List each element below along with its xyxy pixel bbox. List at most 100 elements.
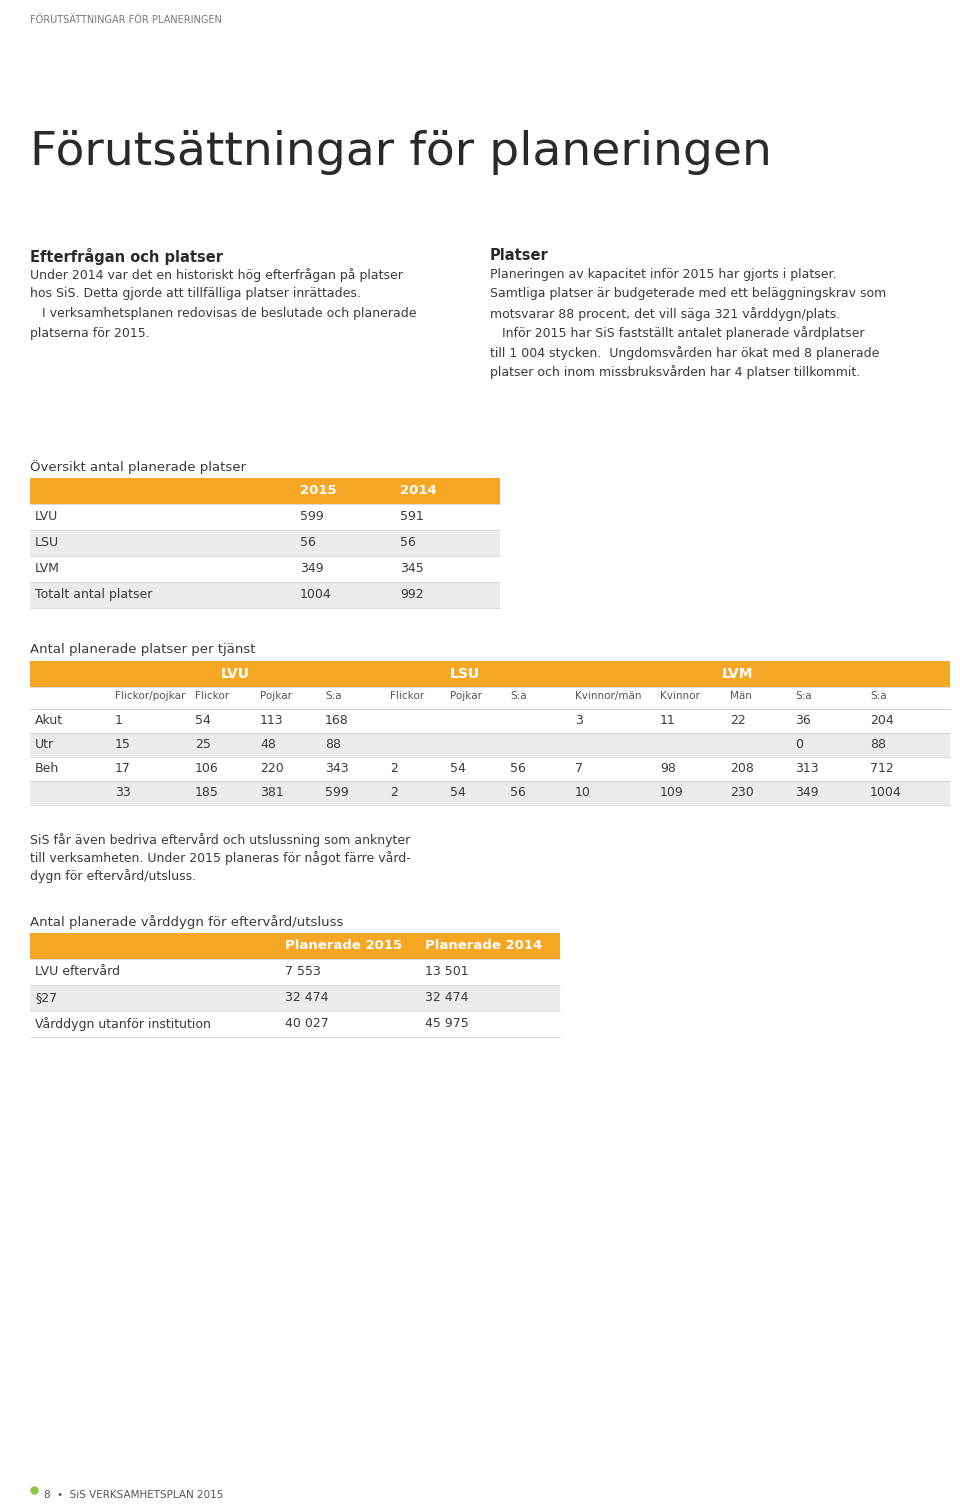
- Text: 220: 220: [260, 762, 284, 775]
- Text: 599: 599: [325, 786, 348, 799]
- Text: 56: 56: [510, 786, 526, 799]
- Text: LVU: LVU: [35, 510, 59, 524]
- Text: LVM: LVM: [722, 667, 754, 680]
- Text: 185: 185: [195, 786, 219, 799]
- Text: till verksamheten. Under 2015 planeras för något färre vård-: till verksamheten. Under 2015 planeras f…: [30, 850, 411, 865]
- Text: 381: 381: [260, 786, 284, 799]
- Text: 25: 25: [195, 737, 211, 751]
- Text: 7 553: 7 553: [285, 965, 321, 978]
- Bar: [30, 733, 950, 757]
- Text: 56: 56: [400, 536, 416, 549]
- Text: §27: §27: [35, 990, 58, 1004]
- Text: S:a: S:a: [870, 691, 887, 701]
- Text: dygn för eftervård/utsluss.: dygn för eftervård/utsluss.: [30, 868, 196, 883]
- Text: I verksamhetsplanen redovisas de beslutade och planerade: I verksamhetsplanen redovisas de besluta…: [30, 307, 417, 321]
- Text: Flickor: Flickor: [390, 691, 424, 701]
- Bar: [30, 686, 950, 709]
- Bar: [30, 984, 560, 1011]
- Text: S:a: S:a: [510, 691, 527, 701]
- Bar: [30, 661, 950, 686]
- Text: 17: 17: [115, 762, 131, 775]
- Text: LVU eftervård: LVU eftervård: [35, 965, 120, 978]
- Text: Översikt antal planerade platser: Översikt antal planerade platser: [30, 461, 246, 474]
- Text: 106: 106: [195, 762, 219, 775]
- Text: 2: 2: [390, 762, 397, 775]
- Text: Planeringen av kapacitet inför 2015 har gjorts i platser.: Planeringen av kapacitet inför 2015 har …: [490, 268, 836, 281]
- Text: 54: 54: [450, 762, 466, 775]
- Text: 48: 48: [260, 737, 276, 751]
- Text: Planerade 2014: Planerade 2014: [425, 939, 542, 953]
- Text: 40 027: 40 027: [285, 1017, 328, 1029]
- Text: S:a: S:a: [325, 691, 342, 701]
- Text: till 1 004 stycken.  Ungdomsvården har ökat med 8 planerade: till 1 004 stycken. Ungdomsvården har ök…: [490, 346, 879, 360]
- Text: Planerade 2015: Planerade 2015: [285, 939, 402, 953]
- Text: 56: 56: [510, 762, 526, 775]
- Bar: [30, 582, 500, 608]
- Text: 2015: 2015: [300, 485, 337, 497]
- Bar: [30, 933, 560, 959]
- Text: 345: 345: [400, 561, 423, 575]
- Text: 56: 56: [300, 536, 316, 549]
- Text: LVU: LVU: [221, 667, 250, 680]
- Text: 88: 88: [325, 737, 341, 751]
- Text: LVM: LVM: [35, 561, 60, 575]
- Text: Förutsättningar för planeringen: Förutsättningar för planeringen: [30, 129, 772, 175]
- Text: 230: 230: [730, 786, 754, 799]
- Text: Beh: Beh: [35, 762, 60, 775]
- Text: 45 975: 45 975: [425, 1017, 468, 1029]
- Text: Vårddygn utanför institution: Vårddygn utanför institution: [35, 1017, 211, 1031]
- Text: 11: 11: [660, 713, 676, 727]
- Text: 13 501: 13 501: [425, 965, 468, 978]
- Text: Pojkar: Pojkar: [450, 691, 482, 701]
- Bar: [30, 1011, 560, 1037]
- Text: 204: 204: [870, 713, 894, 727]
- Text: 2: 2: [390, 786, 397, 799]
- Text: Samtliga platser är budgeterade med ett beläggningskrav som: Samtliga platser är budgeterade med ett …: [490, 287, 886, 301]
- Text: Inför 2015 har SiS fastställt antalet planerade vårdplatser: Inför 2015 har SiS fastställt antalet pl…: [490, 327, 865, 340]
- Text: 313: 313: [795, 762, 819, 775]
- Text: Antal planerade platser per tjänst: Antal planerade platser per tjänst: [30, 643, 255, 656]
- Bar: [30, 555, 500, 582]
- Text: Under 2014 var det en historiskt hög efterfrågan på platser: Under 2014 var det en historiskt hög eft…: [30, 268, 403, 281]
- Text: 109: 109: [660, 786, 684, 799]
- Text: Män: Män: [730, 691, 752, 701]
- Text: 54: 54: [450, 786, 466, 799]
- Text: Kvinnor: Kvinnor: [660, 691, 700, 701]
- Text: 591: 591: [400, 510, 423, 524]
- Bar: [30, 504, 500, 530]
- Text: 15: 15: [115, 737, 131, 751]
- Bar: [30, 479, 500, 504]
- Text: hos SiS. Detta gjorde att tillfälliga platser inrättades.: hos SiS. Detta gjorde att tillfälliga pl…: [30, 287, 361, 301]
- Bar: [30, 757, 950, 781]
- Text: 712: 712: [870, 762, 894, 775]
- Text: 3: 3: [575, 713, 583, 727]
- Text: 1004: 1004: [300, 588, 332, 600]
- Bar: [30, 709, 950, 733]
- Bar: [30, 530, 500, 555]
- Text: 113: 113: [260, 713, 283, 727]
- Text: Utr: Utr: [35, 737, 54, 751]
- Text: S:a: S:a: [795, 691, 811, 701]
- Text: 32 474: 32 474: [285, 990, 328, 1004]
- Text: Totalt antal platser: Totalt antal platser: [35, 588, 153, 600]
- Text: 1: 1: [115, 713, 123, 727]
- Text: 168: 168: [325, 713, 348, 727]
- Text: FÖRUTSÄTTNINGAR FÖR PLANERINGEN: FÖRUTSÄTTNINGAR FÖR PLANERINGEN: [30, 15, 222, 26]
- Text: Efterfrågan och platser: Efterfrågan och platser: [30, 248, 223, 265]
- Text: 349: 349: [300, 561, 324, 575]
- Text: 8  •  SiS VERKSAMHETSPLAN 2015: 8 • SiS VERKSAMHETSPLAN 2015: [44, 1490, 224, 1500]
- Text: Platser: Platser: [490, 248, 549, 263]
- Text: 2014: 2014: [400, 485, 437, 497]
- Text: 349: 349: [795, 786, 819, 799]
- Text: 54: 54: [195, 713, 211, 727]
- Text: LSU: LSU: [450, 667, 480, 680]
- Text: Flickor/pojkar: Flickor/pojkar: [115, 691, 185, 701]
- Text: Akut: Akut: [35, 713, 63, 727]
- Text: Flickor: Flickor: [195, 691, 229, 701]
- Text: 88: 88: [870, 737, 886, 751]
- Text: 22: 22: [730, 713, 746, 727]
- Text: 10: 10: [575, 786, 590, 799]
- Text: LSU: LSU: [35, 536, 60, 549]
- Text: 343: 343: [325, 762, 348, 775]
- Text: Kvinnor/män: Kvinnor/män: [575, 691, 641, 701]
